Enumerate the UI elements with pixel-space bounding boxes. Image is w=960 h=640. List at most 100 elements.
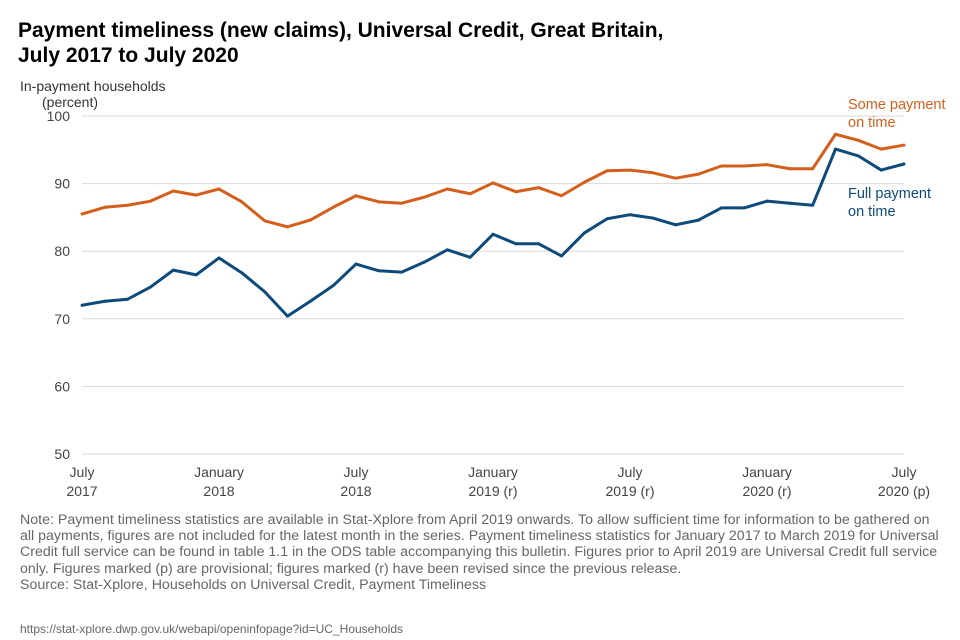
y-tick-label: 50 <box>54 446 70 462</box>
data-point <box>651 171 655 175</box>
source-url: https://stat-xplore.dwp.gov.uk/webapi/op… <box>20 622 404 636</box>
series-label: Some payment <box>848 97 946 113</box>
x-tick-label: 2018 <box>340 483 371 499</box>
data-point <box>514 242 518 246</box>
data-point <box>491 181 495 185</box>
y-label-line: (percent) <box>42 94 99 110</box>
data-point <box>674 223 678 227</box>
data-point <box>514 190 518 194</box>
data-point <box>80 212 84 216</box>
x-tick-label: July <box>618 464 643 480</box>
x-tick-label: January <box>194 464 244 480</box>
y-tick-label: 70 <box>54 311 70 327</box>
data-point <box>217 187 221 191</box>
y-tick-label: 60 <box>54 378 70 394</box>
footnote: Note: Payment timeliness statistics are … <box>20 512 940 593</box>
data-point <box>788 201 792 205</box>
title-line: Payment timeliness (new claims), Univers… <box>18 19 664 42</box>
data-point <box>445 187 449 191</box>
data-point <box>377 200 381 204</box>
series-label: on time <box>848 204 896 220</box>
data-point <box>537 186 541 190</box>
data-point <box>217 256 221 260</box>
data-point <box>331 205 335 209</box>
data-point <box>149 285 152 289</box>
data-point <box>834 147 837 151</box>
data-point <box>605 169 609 173</box>
data-point <box>788 167 792 171</box>
data-point <box>491 232 495 236</box>
chart-title: Payment timeliness (new claims), Univers… <box>18 18 818 68</box>
x-tick-label: 2019 (r) <box>605 483 654 499</box>
data-point <box>400 201 404 205</box>
data-point <box>331 284 335 288</box>
data-point <box>537 242 541 246</box>
data-point <box>286 225 289 229</box>
x-tick-label: 2019 (r) <box>468 483 517 499</box>
data-point <box>263 219 267 223</box>
data-point <box>628 168 632 172</box>
y-tick-label: 90 <box>54 176 70 192</box>
data-point <box>605 217 609 221</box>
x-tick-label: July <box>344 464 369 480</box>
data-point <box>103 299 107 303</box>
title-line: July 2017 to July 2020 <box>18 44 239 67</box>
data-point <box>240 200 244 204</box>
data-point <box>879 147 883 151</box>
data-point <box>171 268 175 272</box>
data-point <box>879 168 883 172</box>
data-point <box>742 164 746 168</box>
note-text: Note: Payment timeliness statistics are … <box>20 512 939 577</box>
data-point <box>697 172 700 176</box>
data-point <box>468 255 472 259</box>
data-point <box>582 180 586 184</box>
data-point <box>194 193 198 197</box>
data-point <box>719 164 723 168</box>
data-point <box>308 299 312 303</box>
x-tick-label: 2020 (r) <box>742 483 791 499</box>
data-point <box>697 218 700 222</box>
data-point <box>103 205 107 209</box>
data-point <box>674 176 678 180</box>
data-point <box>742 206 746 210</box>
data-point <box>377 269 381 273</box>
data-point <box>126 297 130 301</box>
data-point <box>856 138 860 142</box>
data-point <box>811 203 815 207</box>
data-point <box>560 194 563 198</box>
data-point <box>902 143 906 147</box>
data-point <box>856 154 860 158</box>
data-point <box>286 314 289 318</box>
x-tick-label: July <box>70 464 95 480</box>
data-point <box>765 199 769 203</box>
series-label: on time <box>848 115 896 131</box>
data-point <box>628 213 632 217</box>
data-point <box>171 189 175 193</box>
data-point <box>834 132 837 136</box>
series-label: Full payment <box>848 186 931 202</box>
source-text: Source: Stat-Xplore, Households on Unive… <box>20 576 487 593</box>
data-point <box>902 162 906 166</box>
data-point <box>811 167 815 171</box>
y-axis-label: In-payment households (percent) <box>20 78 166 110</box>
data-point <box>194 273 198 277</box>
data-point <box>719 206 723 210</box>
y-label-line: In-payment households <box>20 78 166 94</box>
data-point <box>126 203 130 207</box>
data-point <box>423 195 426 199</box>
data-point <box>423 260 426 264</box>
y-tick-label: 100 <box>47 108 71 124</box>
data-point <box>149 199 152 203</box>
data-point <box>765 163 769 167</box>
x-tick-label: 2017 <box>66 483 97 499</box>
data-point <box>400 270 404 274</box>
data-point <box>308 218 312 222</box>
series-line-full <box>81 147 905 318</box>
x-tick-label: 2020 (p) <box>878 483 930 499</box>
x-tick-label: 2018 <box>203 483 234 499</box>
data-point <box>354 262 358 266</box>
series-line-some <box>81 132 905 229</box>
data-point <box>560 254 563 258</box>
x-tick-label: July <box>892 464 917 480</box>
